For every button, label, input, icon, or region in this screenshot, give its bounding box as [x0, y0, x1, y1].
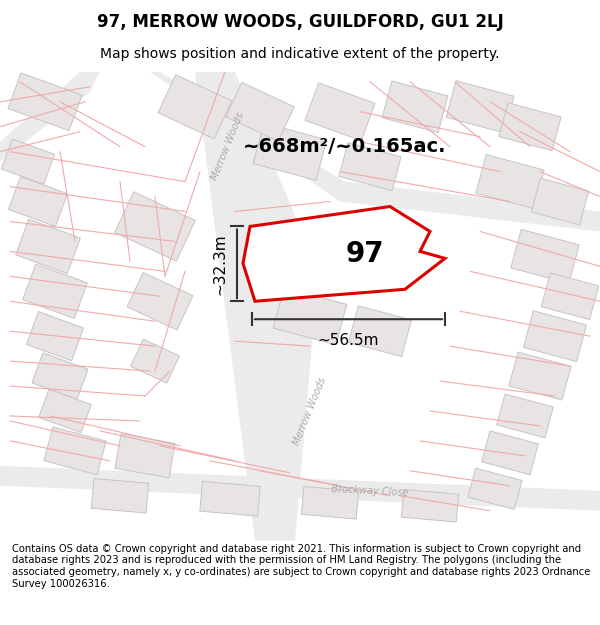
Bar: [532, 178, 589, 225]
Bar: [349, 306, 412, 357]
Bar: [499, 102, 561, 151]
Bar: [497, 394, 553, 438]
Bar: [382, 81, 448, 132]
Bar: [26, 312, 83, 361]
Text: Contains OS data © Crown copyright and database right 2021. This information is : Contains OS data © Crown copyright and d…: [12, 544, 590, 589]
Bar: [91, 479, 149, 513]
Bar: [200, 481, 260, 516]
Bar: [401, 489, 458, 522]
Bar: [131, 339, 179, 383]
Bar: [39, 389, 91, 432]
Bar: [16, 219, 80, 274]
Bar: [158, 75, 232, 139]
Bar: [509, 352, 571, 400]
Bar: [8, 73, 82, 131]
Bar: [446, 81, 514, 133]
Bar: [253, 123, 327, 180]
Bar: [32, 353, 88, 399]
Polygon shape: [195, 72, 320, 541]
Bar: [273, 288, 347, 345]
Polygon shape: [0, 466, 600, 511]
Bar: [301, 486, 359, 519]
Bar: [226, 82, 295, 141]
Bar: [524, 311, 586, 362]
Text: 97: 97: [346, 239, 384, 268]
Bar: [115, 192, 196, 261]
Text: ~56.5m: ~56.5m: [318, 333, 379, 348]
Polygon shape: [100, 72, 600, 231]
Bar: [23, 264, 88, 319]
Bar: [115, 434, 175, 478]
Bar: [8, 177, 67, 226]
Bar: [339, 142, 401, 191]
Bar: [305, 82, 375, 141]
Polygon shape: [243, 206, 445, 301]
Bar: [468, 468, 522, 509]
Text: 97, MERROW WOODS, GUILDFORD, GU1 2LJ: 97, MERROW WOODS, GUILDFORD, GU1 2LJ: [97, 12, 503, 31]
Bar: [476, 154, 544, 209]
Bar: [511, 229, 579, 283]
Bar: [541, 273, 599, 319]
Bar: [1, 139, 55, 184]
Text: ~668m²/~0.165ac.: ~668m²/~0.165ac.: [243, 137, 447, 156]
Text: Brockway Close: Brockway Close: [331, 484, 409, 498]
Text: Merrow Woods: Merrow Woods: [210, 111, 246, 182]
Polygon shape: [0, 72, 100, 162]
Text: ~32.3m: ~32.3m: [212, 233, 227, 294]
Text: Merrow Woods: Merrow Woods: [292, 376, 328, 446]
Bar: [482, 431, 538, 475]
Bar: [44, 427, 106, 475]
Bar: [127, 272, 193, 330]
Text: Map shows position and indicative extent of the property.: Map shows position and indicative extent…: [100, 47, 500, 61]
